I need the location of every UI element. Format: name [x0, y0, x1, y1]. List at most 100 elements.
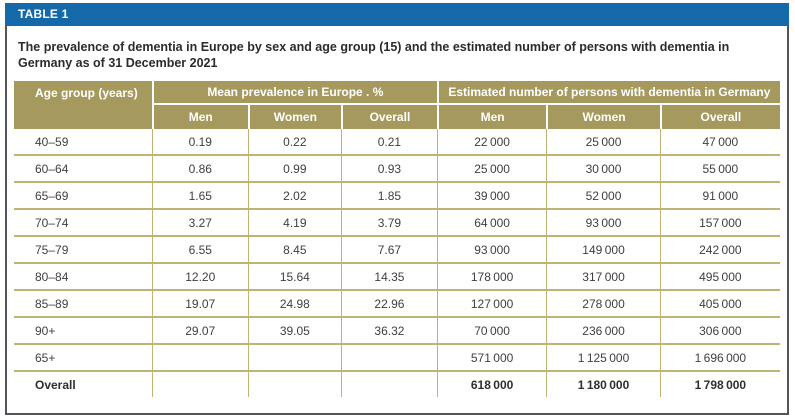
prevalence-women-cell: 4.19 — [247, 210, 342, 237]
germany-overall-cell: 306 000 — [659, 318, 780, 345]
age-group-cell: Overall — [14, 372, 152, 397]
germany-overall-cell: 157 000 — [659, 210, 780, 237]
germany-men-cell: 22 000 — [436, 129, 547, 156]
prevalence-men-cell: 1.65 — [151, 183, 248, 210]
sub-header-row: Men Women Overall Men Women Overall — [14, 105, 780, 129]
age-group-cell: 65+ — [14, 345, 152, 372]
age-group-cell: 60–64 — [14, 156, 152, 183]
prevalence-overall-cell: 14.35 — [341, 264, 437, 291]
germany-women-cell: 236 000 — [546, 318, 660, 345]
germany-men-cell: 178 000 — [436, 264, 547, 291]
prevalence-women-cell: 0.99 — [247, 156, 342, 183]
prevalence-overall-cell: 0.93 — [341, 156, 437, 183]
prevalence-overall-cell: 0.21 — [341, 129, 437, 156]
prevalence-men-cell: 6.55 — [151, 237, 248, 264]
germany-overall-cell: 47 000 — [659, 129, 780, 156]
germany-men-cell: 618 000 — [436, 372, 547, 397]
prevalence-women-cell: 24.98 — [247, 291, 342, 318]
age-group-cell: 75–79 — [14, 237, 152, 264]
germany-women-cell: 25 000 — [546, 129, 660, 156]
prevalence-women-cell: 2.02 — [247, 183, 342, 210]
age-group-cell: 40–59 — [14, 129, 152, 156]
table-row: 75–79 6.55 8.45 7.67 93 000 149 000 242 … — [14, 237, 780, 264]
table-row: 65–69 1.65 2.02 1.85 39 000 52 000 91 00… — [14, 183, 780, 210]
col-group-header-germany: Estimated number of persons with dementi… — [436, 81, 780, 105]
germany-men-cell: 39 000 — [436, 183, 547, 210]
prevalence-men-cell: 19.07 — [151, 291, 248, 318]
germany-men-cell: 127 000 — [436, 291, 547, 318]
germany-men-cell: 93 000 — [436, 237, 547, 264]
table-row: 60–64 0.86 0.99 0.93 25 000 30 000 55 00… — [14, 156, 780, 183]
germany-women-cell: 93 000 — [546, 210, 660, 237]
table-body: 40–59 0.19 0.22 0.21 22 000 25 000 47 00… — [14, 129, 780, 397]
prevalence-overall-cell: 3.79 — [341, 210, 437, 237]
germany-women-cell: 1 125 000 — [546, 345, 660, 372]
prevalence-women-cell: 0.22 — [247, 129, 342, 156]
prevalence-overall-cell: 36.32 — [341, 318, 437, 345]
prevalence-men-cell: 0.19 — [151, 129, 248, 156]
germany-women-cell: 30 000 — [546, 156, 660, 183]
germany-women-cell: 149 000 — [546, 237, 660, 264]
age-group-cell: 85–89 — [14, 291, 152, 318]
table-row: 90+ 29.07 39.05 36.32 70 000 236 000 306… — [14, 318, 780, 345]
dementia-prevalence-table: Age group (years) Mean prevalence in Eur… — [14, 81, 780, 397]
table-row: 80–84 12.20 15.64 14.35 178 000 317 000 … — [14, 264, 780, 291]
col-header-prevalence-overall: Overall — [341, 105, 437, 129]
age-group-cell: 80–84 — [14, 264, 152, 291]
age-group-cell: 70–74 — [14, 210, 152, 237]
prevalence-women-cell — [247, 345, 342, 372]
prevalence-overall-cell — [341, 372, 437, 397]
germany-overall-cell: 495 000 — [659, 264, 780, 291]
prevalence-women-cell: 15.64 — [247, 264, 342, 291]
germany-overall-cell: 55 000 — [659, 156, 780, 183]
col-header-germany-overall: Overall — [659, 105, 780, 129]
table-row: 40–59 0.19 0.22 0.21 22 000 25 000 47 00… — [14, 129, 780, 156]
prevalence-women-cell: 39.05 — [247, 318, 342, 345]
table-row: 85–89 19.07 24.98 22.96 127 000 278 000 … — [14, 291, 780, 318]
group-header-row: Age group (years) Mean prevalence in Eur… — [14, 81, 780, 129]
germany-overall-cell: 1 696 000 — [659, 345, 780, 372]
germany-overall-cell: 405 000 — [659, 291, 780, 318]
prevalence-overall-cell: 1.85 — [341, 183, 437, 210]
age-group-cell: 90+ — [14, 318, 152, 345]
germany-women-cell: 1 180 000 — [546, 372, 660, 397]
germany-men-cell: 64 000 — [436, 210, 547, 237]
prevalence-overall-cell: 22.96 — [341, 291, 437, 318]
col-header-age-group: Age group (years) — [14, 81, 152, 129]
age-group-cell: 65–69 — [14, 183, 152, 210]
table-row: 70–74 3.27 4.19 3.79 64 000 93 000 157 0… — [14, 210, 780, 237]
germany-men-cell: 70 000 — [436, 318, 547, 345]
prevalence-men-cell: 12.20 — [151, 264, 248, 291]
table-row: Overall 618 000 1 180 000 1 798 000 — [14, 372, 780, 397]
table-caption: The prevalence of dementia in Europe by … — [18, 40, 730, 70]
prevalence-men-cell: 29.07 — [151, 318, 248, 345]
table-container: Age group (years) Mean prevalence in Eur… — [14, 81, 780, 397]
germany-men-cell: 571 000 — [436, 345, 547, 372]
col-group-header-prevalence: Mean prevalence in Europe . % — [151, 81, 437, 105]
table-figure-frame: TABLE 1 The prevalence of dementia in Eu… — [5, 3, 789, 415]
table-header: Age group (years) Mean prevalence in Eur… — [14, 81, 780, 129]
germany-men-cell: 25 000 — [436, 156, 547, 183]
table-row: 65+ 571 000 1 125 000 1 696 000 — [14, 345, 780, 372]
prevalence-overall-cell: 7.67 — [341, 237, 437, 264]
prevalence-men-cell — [151, 345, 248, 372]
prevalence-men-cell: 3.27 — [151, 210, 248, 237]
col-header-prevalence-women: Women — [247, 105, 342, 129]
prevalence-men-cell: 0.86 — [151, 156, 248, 183]
bottom-spacer — [7, 397, 787, 403]
prevalence-overall-cell — [341, 345, 437, 372]
germany-overall-cell: 91 000 — [659, 183, 780, 210]
prevalence-women-cell: 8.45 — [247, 237, 342, 264]
germany-women-cell: 317 000 — [546, 264, 660, 291]
col-header-germany-women: Women — [546, 105, 660, 129]
table-panel-label: TABLE 1 — [5, 3, 789, 26]
col-header-germany-men: Men — [436, 105, 547, 129]
germany-women-cell: 278 000 — [546, 291, 660, 318]
prevalence-men-cell — [151, 372, 248, 397]
germany-overall-cell: 1 798 000 — [659, 372, 780, 397]
germany-women-cell: 52 000 — [546, 183, 660, 210]
col-header-prevalence-men: Men — [151, 105, 248, 129]
germany-overall-cell: 242 000 — [659, 237, 780, 264]
prevalence-women-cell — [247, 372, 342, 397]
